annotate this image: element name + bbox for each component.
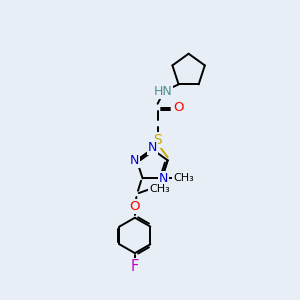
Text: S: S: [153, 133, 162, 147]
Text: CH₃: CH₃: [173, 173, 194, 183]
Text: N: N: [130, 154, 139, 167]
Text: O: O: [173, 101, 184, 114]
Text: O: O: [130, 200, 140, 213]
Text: N: N: [148, 141, 157, 154]
Text: HN: HN: [154, 85, 172, 98]
Text: F: F: [131, 259, 139, 274]
Text: CH₃: CH₃: [149, 184, 170, 194]
Text: N: N: [159, 172, 168, 185]
